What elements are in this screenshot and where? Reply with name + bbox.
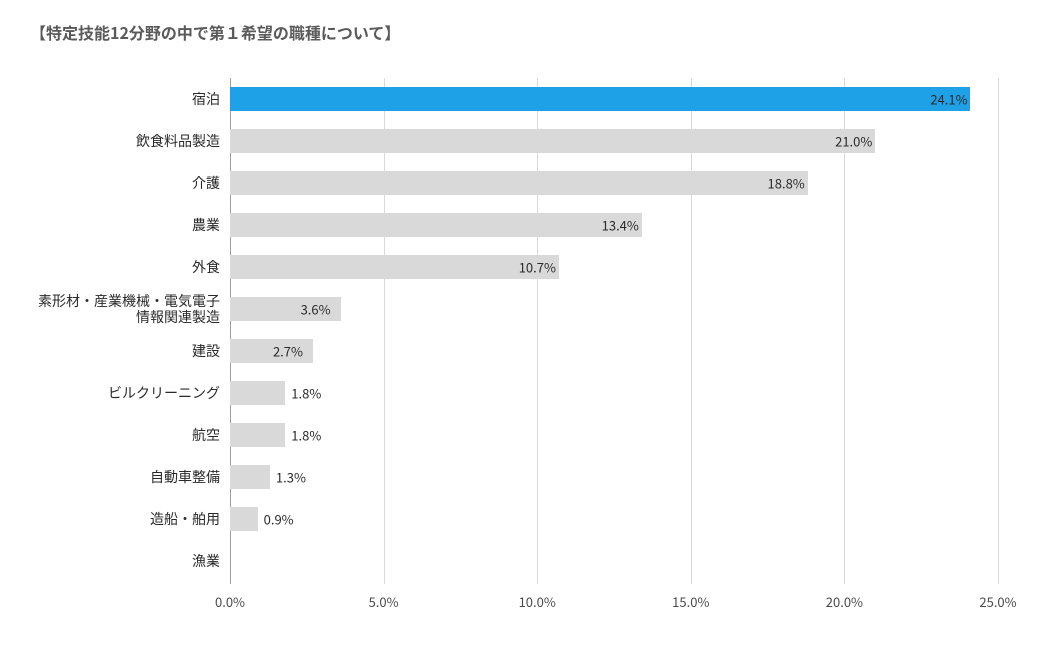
category-label: 素形材・産業機械・電気電子情報関連製造 xyxy=(38,293,230,325)
bar-row: 介護18.8% xyxy=(230,171,998,195)
x-tick-label: 25.0% xyxy=(979,592,1016,611)
category-label: 航空 xyxy=(192,427,230,443)
chart-plot: 宿泊24.1% 飲食料品製造21.0% 介護18.8% 農業13.4% 外食10.7% 素… xyxy=(230,78,998,584)
bar-row: ビルクリーニング1.8% xyxy=(230,381,998,405)
bar-value-label: 2.7% xyxy=(273,342,303,361)
bar-value-label: 0.9% xyxy=(264,510,294,529)
bar-value-label: 13.4% xyxy=(602,216,639,235)
bar xyxy=(230,381,285,405)
bar-row: 宿泊24.1% xyxy=(230,87,998,111)
chart-canvas: 【特定技能12分野の中で第１希望の職種について】 宿泊24.1%飲食料品製造21… xyxy=(0,0,1042,647)
bar-value-label: 1.8% xyxy=(291,426,321,445)
chart-title: 【特定技能12分野の中で第１希望の職種について】 xyxy=(30,20,400,44)
category-label: 外食 xyxy=(192,259,230,275)
bar-value-label: 18.8% xyxy=(768,174,805,193)
category-label: 自動車整備 xyxy=(150,469,230,485)
category-label: 漁業 xyxy=(192,553,230,569)
category-label: 造船・舶用 xyxy=(150,511,230,527)
bar-row: 建設2.7% xyxy=(230,339,998,363)
bar-value-label: 3.6% xyxy=(301,300,331,319)
category-label: ビルクリーニング xyxy=(108,385,230,401)
bar xyxy=(230,171,808,195)
bar-row: 外食10.7% xyxy=(230,255,998,279)
chart-plot-area: 宿泊24.1% 飲食料品製造21.0% 介護18.8% 農業13.4% 外食10.7% 素… xyxy=(230,78,998,584)
bar xyxy=(230,129,875,153)
bar xyxy=(230,255,559,279)
x-tick-label: 0.0% xyxy=(215,592,245,611)
category-label: 建設 xyxy=(192,343,230,359)
bar-value-label: 1.3% xyxy=(276,468,306,487)
category-label: 介護 xyxy=(192,175,230,191)
x-tick-label: 15.0% xyxy=(672,592,709,611)
x-tick-label: 20.0% xyxy=(826,592,863,611)
bar-row: 農業13.4% xyxy=(230,213,998,237)
bar-row: 素形材・産業機械・電気電子情報関連製造3.6% xyxy=(230,297,998,321)
bar-value-label: 10.7% xyxy=(519,258,556,277)
category-label: 飲食料品製造 xyxy=(136,133,230,149)
x-tick-label: 5.0% xyxy=(369,592,399,611)
bar-value-label: 24.1% xyxy=(930,90,967,109)
bar-row: 飲食料品製造21.0% xyxy=(230,129,998,153)
category-label: 農業 xyxy=(192,217,230,233)
bar xyxy=(230,213,642,237)
bar-value-label: 1.8% xyxy=(291,384,321,403)
category-label: 宿泊 xyxy=(192,91,230,107)
bar-row: 自動車整備1.3% xyxy=(230,465,998,489)
x-tick-label: 10.0% xyxy=(519,592,556,611)
bar-row: 漁業 xyxy=(230,549,998,573)
bar xyxy=(230,465,270,489)
bar xyxy=(230,507,258,531)
bar-highlight xyxy=(230,87,970,111)
bar-row: 造船・舶用0.9% xyxy=(230,507,998,531)
bar-value-label: 21.0% xyxy=(835,132,872,151)
bar xyxy=(230,423,285,447)
gridline xyxy=(998,78,999,584)
bar-row: 航空1.8% xyxy=(230,423,998,447)
